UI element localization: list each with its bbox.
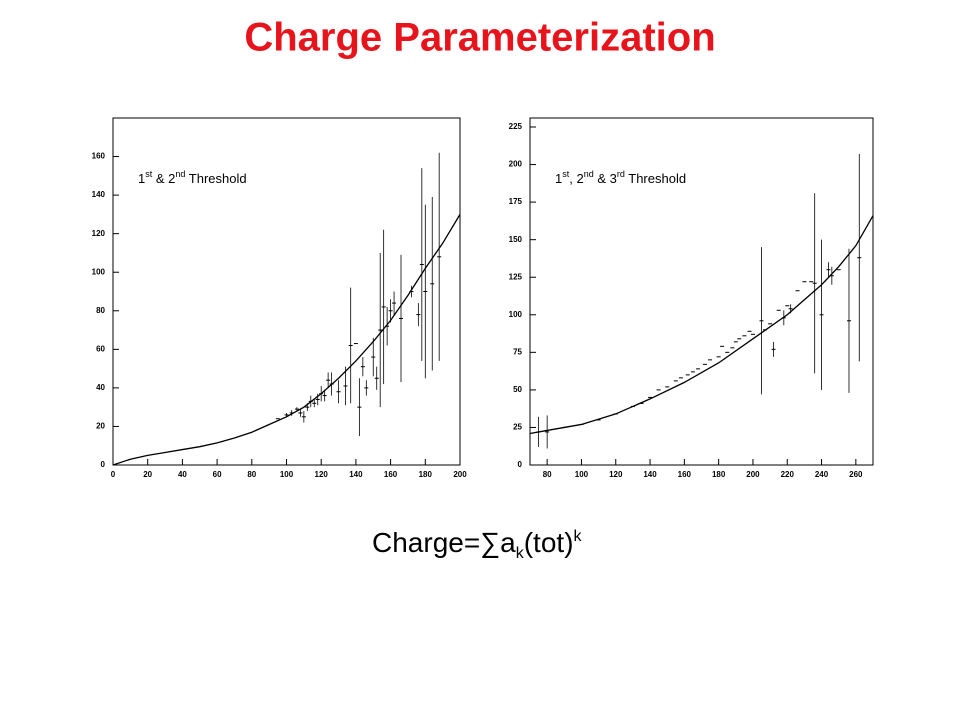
y-tick-label: 100 xyxy=(509,310,523,319)
x-tick-label: 40 xyxy=(178,470,187,479)
annotation: 1st & 2nd Threshold xyxy=(138,169,247,186)
x-tick-label: 80 xyxy=(247,470,256,479)
text-segment: Charge= xyxy=(372,527,480,558)
y-tick-label: 225 xyxy=(509,122,523,131)
text-segment: Threshold xyxy=(625,171,686,186)
y-tick-label: 20 xyxy=(96,422,105,431)
x-tick-label: 140 xyxy=(349,470,363,479)
fit-curve xyxy=(112,214,461,466)
y-tick-label: 60 xyxy=(96,344,105,353)
superscript: st xyxy=(145,169,153,179)
x-tick-label: 180 xyxy=(419,470,433,479)
y-tick-label: 40 xyxy=(96,383,105,392)
subscript: k xyxy=(516,545,525,562)
y-tick-label: 125 xyxy=(509,272,523,281)
plot-frame xyxy=(529,117,874,466)
x-tick-label: 200 xyxy=(453,470,467,479)
text-segment: & 3 xyxy=(594,171,617,186)
superscript: k xyxy=(574,528,583,545)
superscript: rd xyxy=(617,169,625,179)
x-tick-label: 160 xyxy=(678,470,692,479)
x-tick-label: 80 xyxy=(543,470,552,479)
y-tick-label: 175 xyxy=(509,197,523,206)
x-tick-label: 60 xyxy=(213,470,222,479)
x-tick-label: 0 xyxy=(111,470,116,479)
text-segment: ∑ xyxy=(480,527,500,558)
y-tick-label: 50 xyxy=(513,385,522,394)
y-tick-label: 0 xyxy=(101,460,106,469)
y-tick-label: 200 xyxy=(509,160,523,169)
x-tick-label: 120 xyxy=(315,470,329,479)
x-tick-label: 140 xyxy=(643,470,657,479)
annotation: 1st, 2nd & 3rd Threshold xyxy=(555,169,686,186)
x-tick-label: 100 xyxy=(575,470,589,479)
y-tick-label: 75 xyxy=(513,347,522,356)
superscript: nd xyxy=(175,169,185,179)
text-segment: 1 xyxy=(555,171,562,186)
text-segment: & 2 xyxy=(152,171,175,186)
x-tick-label: 180 xyxy=(712,470,726,479)
y-tick-label: 160 xyxy=(92,152,106,161)
x-tick-label: 160 xyxy=(384,470,398,479)
x-tick-label: 100 xyxy=(280,470,294,479)
y-tick-label: 120 xyxy=(92,229,106,238)
y-tick-label: 150 xyxy=(509,235,523,244)
y-tick-label: 80 xyxy=(96,306,105,315)
x-tick-label: 120 xyxy=(609,470,623,479)
superscript: st xyxy=(562,169,570,179)
text-segment: , 2 xyxy=(569,171,583,186)
superscript: nd xyxy=(584,169,594,179)
y-tick-label: 100 xyxy=(92,267,106,276)
text-segment: a xyxy=(500,527,516,558)
x-tick-label: 20 xyxy=(143,470,152,479)
x-tick-label: 200 xyxy=(746,470,760,479)
text-segment: (tot) xyxy=(524,527,574,558)
x-tick-label: 220 xyxy=(781,470,795,479)
y-tick-label: 25 xyxy=(513,423,522,432)
slide-title: Charge Parameterization xyxy=(244,16,715,60)
text-segment: 1 xyxy=(138,171,145,186)
text-segment: Threshold xyxy=(185,171,246,186)
y-tick-label: 140 xyxy=(92,190,106,199)
x-tick-label: 260 xyxy=(849,470,863,479)
x-tick-label: 240 xyxy=(815,470,829,479)
y-tick-label: 0 xyxy=(518,460,523,469)
formula: Charge=∑ak(tot)k xyxy=(372,527,583,561)
